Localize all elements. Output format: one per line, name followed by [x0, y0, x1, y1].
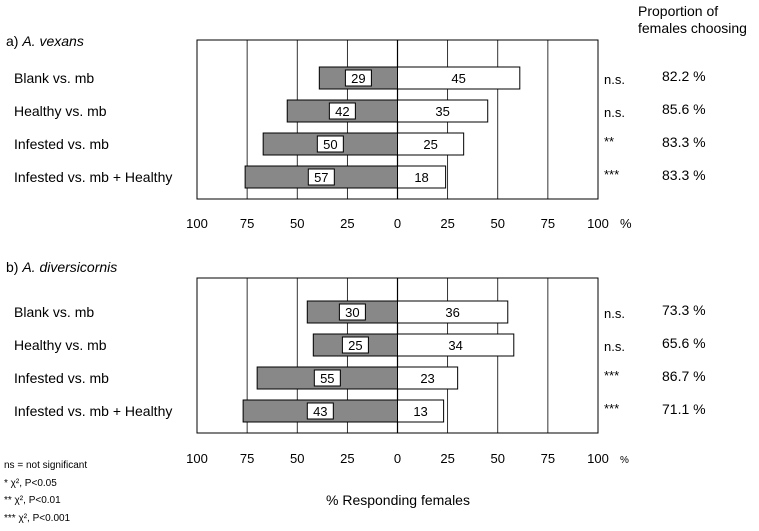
x-tick-label: 100: [587, 216, 609, 231]
bar-left-value: 29: [351, 71, 365, 86]
bar-left-label-box: [306, 402, 334, 420]
bar-left-value: 57: [314, 170, 328, 185]
bar-left-label-box: [313, 369, 341, 387]
panel-title-prefix: b): [6, 259, 22, 275]
proportion-value: 83.3 %: [662, 167, 706, 183]
proportion-header-line1: Proportion of: [638, 3, 718, 19]
legend-star3: *** χ², P<0.001: [4, 513, 71, 524]
significance-mark: ***: [604, 401, 619, 416]
legend-star1: * χ², P<0.05: [4, 478, 57, 489]
x-tick-label: 50: [491, 451, 505, 466]
bar-right-value: 13: [413, 404, 427, 419]
significance-mark: n.s.: [604, 72, 625, 87]
bar-left-value: 55: [320, 371, 334, 386]
legend-ns: ns = not significant: [4, 460, 87, 471]
bar-left-value: 43: [313, 404, 327, 419]
x-tick-label: 75: [541, 216, 555, 231]
bar-right: [397, 165, 447, 189]
proportion-value: 73.3 %: [662, 302, 706, 318]
bar-right: [397, 399, 445, 423]
panel-title: a) A. vexans: [6, 33, 84, 49]
category-label: Infested vs. mb: [14, 136, 109, 152]
bar-right-value: 25: [423, 137, 437, 152]
bar-left-value: 30: [345, 305, 359, 320]
panel-title-prefix: a): [6, 33, 22, 49]
x-tick-label: 25: [340, 216, 354, 231]
category-label: Infested vs. mb + Healthy: [14, 169, 172, 185]
significance-mark: ***: [604, 368, 619, 383]
proportion-value: 65.6 %: [662, 335, 706, 351]
panel-a: a) A. vexans 100 75 50 25 0 25 50 75 100 % Blank vs…: [6, 33, 706, 231]
significance-mark: ***: [604, 167, 619, 182]
category-label: Healthy vs. mb: [14, 337, 107, 353]
significance-legend: ns = not significant * χ², P<0.05 ** χ²,…: [4, 460, 87, 524]
bar-left-value: 50: [323, 137, 337, 152]
x-tick-label: 25: [440, 216, 454, 231]
bar-right-value: 34: [448, 338, 462, 353]
bar-right-value: 45: [451, 71, 465, 86]
category-label: Infested vs. mb + Healthy: [14, 403, 172, 419]
x-tick-label: 25: [440, 451, 454, 466]
bar-left-label-box: [341, 336, 369, 354]
proportion-value: 71.1 %: [662, 401, 706, 417]
significance-mark: n.s.: [604, 339, 625, 354]
x-unit-label: %: [620, 216, 632, 231]
significance-mark: **: [604, 134, 614, 149]
x-tick-label: 75: [240, 216, 254, 231]
x-tick-label: 25: [340, 451, 354, 466]
proportion-value: 86.7 %: [662, 368, 706, 384]
bar-left-label-box: [338, 303, 366, 321]
x-tick-label: 75: [240, 451, 254, 466]
x-tick-label: 100: [186, 216, 208, 231]
bar-left-value: 25: [348, 338, 362, 353]
panel-title: b) A. diversicornis: [6, 259, 117, 275]
x-unit-label: %: [620, 455, 629, 466]
category-label: Blank vs. mb: [14, 70, 94, 86]
bar-left-label-box: [307, 168, 335, 186]
bar-right: [397, 66, 521, 90]
proportion-value: 83.3 %: [662, 134, 706, 150]
x-tick-label: 0: [394, 216, 401, 231]
x-tick-label: 0: [394, 451, 401, 466]
bar-right-value: 35: [435, 104, 449, 119]
bar-right-value: 36: [445, 305, 459, 320]
x-tick-label: 100: [186, 451, 208, 466]
bar-left-label-box: [344, 69, 372, 87]
x-tick-label: 100: [587, 451, 609, 466]
significance-mark: n.s.: [604, 306, 625, 321]
significance-mark: n.s.: [604, 105, 625, 120]
x-tick-label: 75: [541, 451, 555, 466]
proportion-header-line2: females choosing: [638, 20, 747, 36]
x-tick-label: 50: [290, 216, 304, 231]
bar-right: [397, 333, 515, 357]
category-label: Blank vs. mb: [14, 304, 94, 320]
panel-b: b) A. diversicornis 100 75 50 25 0 25 50 75 100 % B…: [6, 259, 706, 466]
proportion-value: 85.6 %: [662, 101, 706, 117]
category-label: Healthy vs. mb: [14, 103, 107, 119]
bar-right: [397, 300, 509, 324]
panel-title-species: A. vexans: [21, 33, 83, 49]
category-label: Infested vs. mb: [14, 370, 109, 386]
bar-right-value: 18: [414, 170, 428, 185]
bar-right: [397, 99, 489, 123]
bar-left-value: 42: [335, 104, 349, 119]
bar-right-value: 23: [420, 371, 434, 386]
x-tick-label: 50: [491, 216, 505, 231]
x-tick-label: 50: [290, 451, 304, 466]
bar-left-label-box: [328, 102, 356, 120]
bar-right: [397, 132, 465, 156]
proportion-value: 82.2 %: [662, 68, 706, 84]
bar-right: [397, 366, 459, 390]
x-axis-title: % Responding females: [326, 492, 470, 508]
bar-left-label-box: [316, 135, 344, 153]
legend-star2: ** χ², P<0.01: [4, 495, 61, 506]
panel-title-species: A. diversicornis: [21, 259, 117, 275]
